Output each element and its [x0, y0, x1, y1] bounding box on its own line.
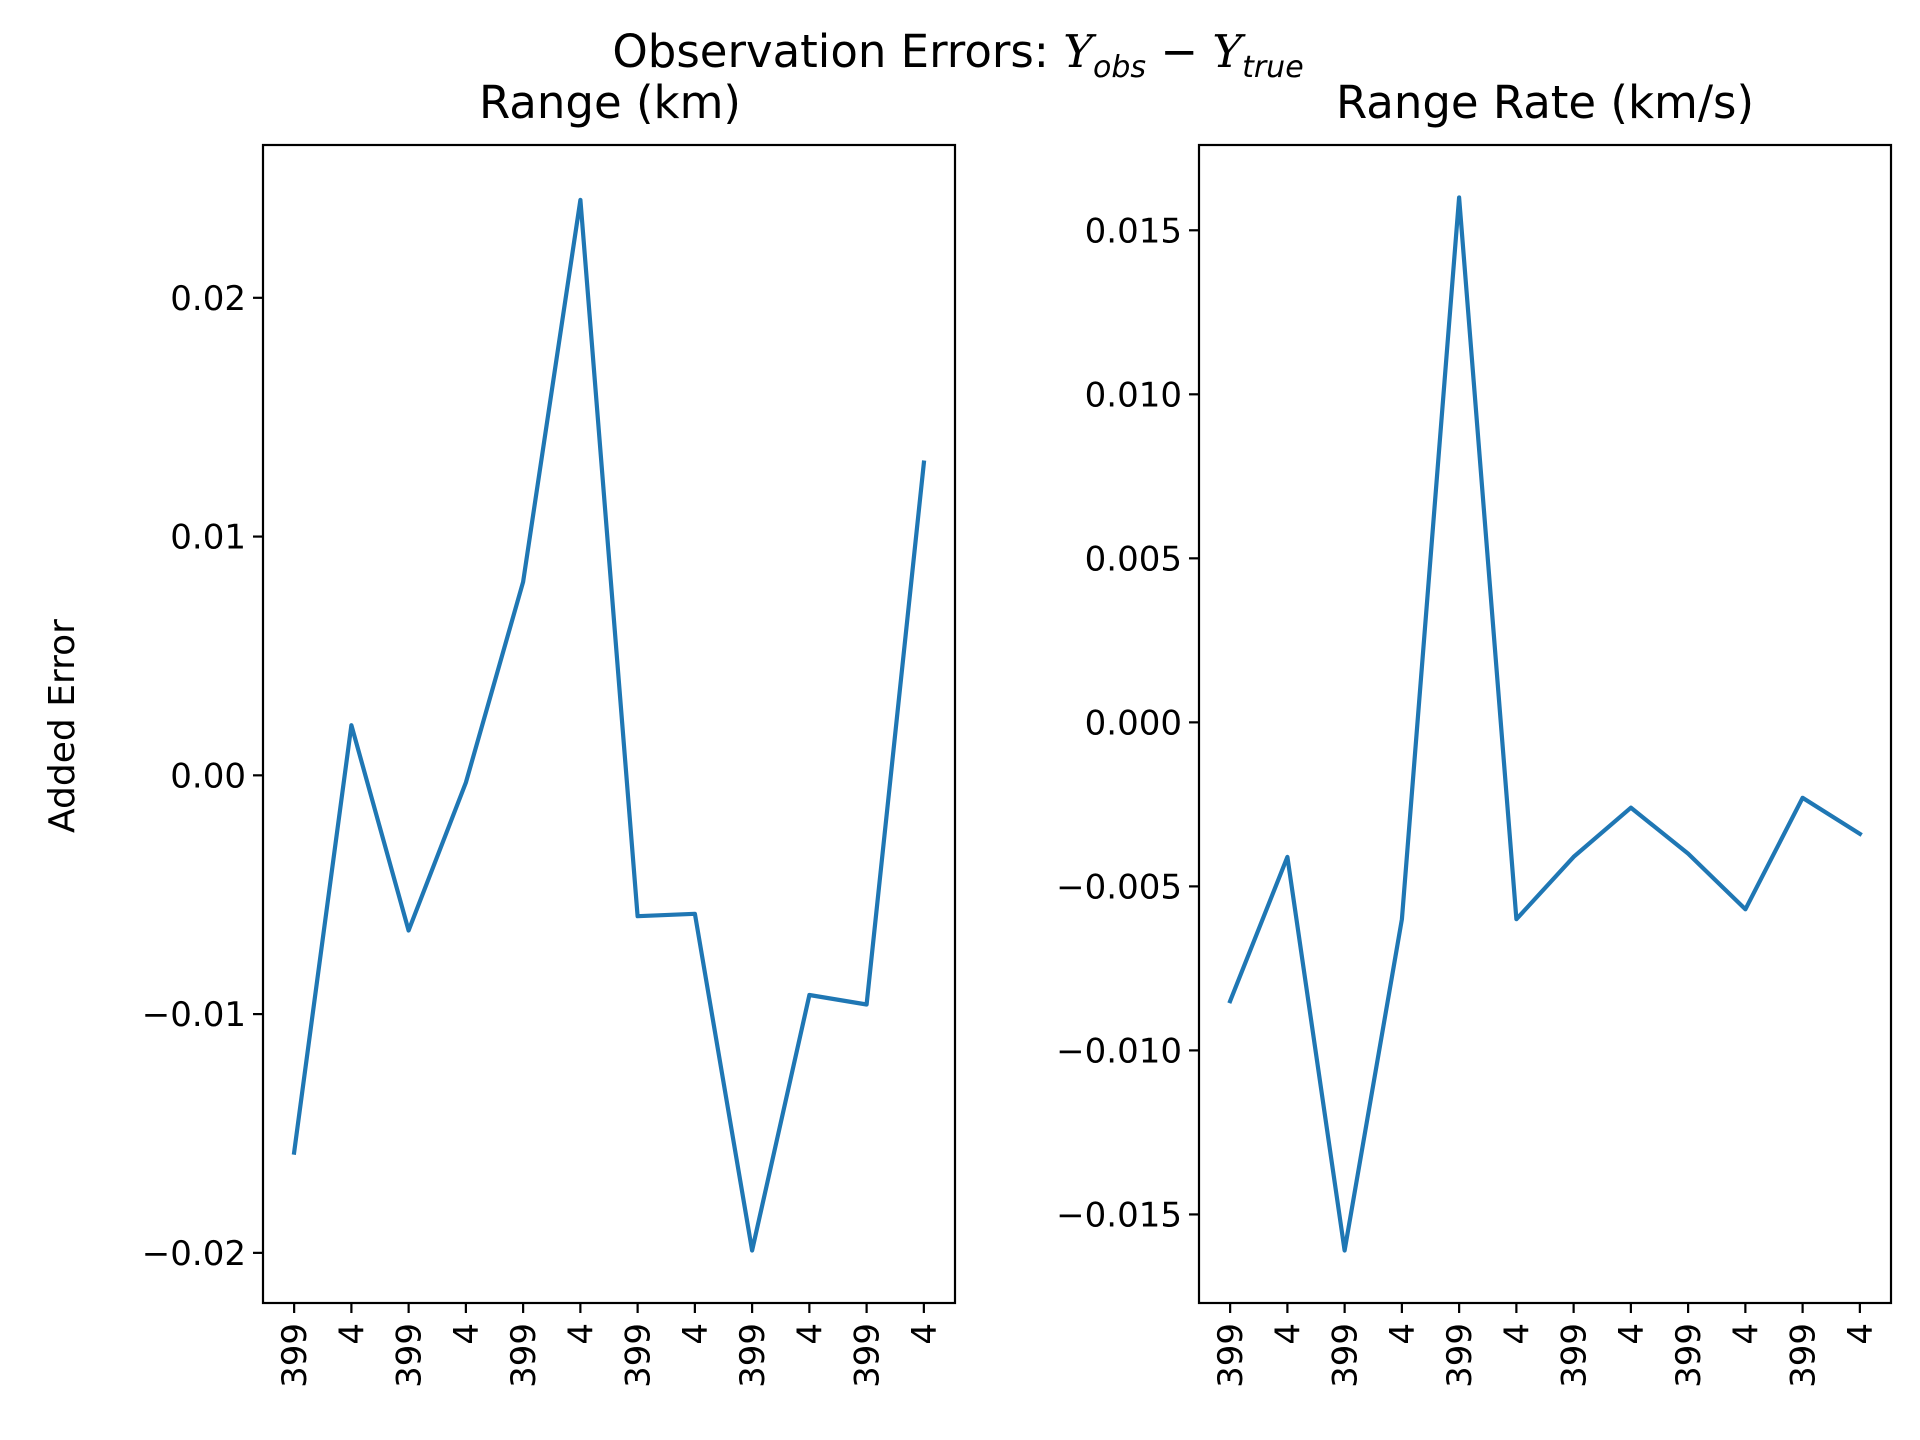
range-rate-xtick-label: 4: [1726, 1323, 1766, 1345]
range-xtick-label: 4: [676, 1323, 716, 1345]
range-xtick-label: 399: [275, 1323, 315, 1388]
figure-title-text: Observation Errors:: [612, 25, 1063, 78]
range-rate-xtick-label: 4: [1268, 1323, 1308, 1345]
range-rate-ytick-label: 0.015: [1085, 211, 1182, 251]
range-rate-xticks: 399 4 399 4 399 4 399 4 399 4 399 4: [1211, 1303, 1881, 1388]
range-xtick-label: 4: [790, 1323, 830, 1345]
range-rate-ytick-label: 0.000: [1085, 703, 1182, 743]
range-rate-xtick-label: 4: [1841, 1323, 1881, 1345]
range-ytick-label: 0.01: [170, 518, 246, 558]
figure-title-y-obs: Y: [1063, 25, 1097, 78]
range-rate-ytick-label: −0.010: [1056, 1031, 1182, 1071]
range-rate-xtick-label: 399: [1669, 1323, 1709, 1388]
range-xtick-label: 399: [733, 1323, 773, 1388]
range-rate-xtick-label: 399: [1784, 1323, 1824, 1388]
range-rate-xtick-label: 399: [1326, 1323, 1366, 1388]
range-ytick-label: 0.00: [170, 756, 246, 796]
range-series-line: [291, 197, 927, 1253]
range-ytick-label: −0.02: [142, 1234, 246, 1274]
range-yticks: −0.02 −0.01 0.00 0.01 0.02: [142, 279, 263, 1274]
range-rate-xtick-label: 399: [1211, 1323, 1251, 1388]
range-panel: Range (km) Added Error −0.02 −0.01 0.00 0.0…: [42, 76, 957, 1388]
range-rate-panel: Range Rate (km/s) −0.015 −0.010 −0.005 0.00…: [1056, 76, 1893, 1388]
range-subplot-title: Range (km): [479, 76, 741, 129]
range-rate-xtick-label: 4: [1612, 1323, 1652, 1345]
figure-title-y-true: Y: [1212, 25, 1246, 78]
figure-title-sub-true: true: [1242, 50, 1304, 85]
range-xtick-label: 399: [390, 1323, 430, 1388]
range-xtick-label: 4: [332, 1323, 372, 1345]
range-ytick-label: 0.02: [170, 279, 246, 319]
range-xtick-label: 399: [504, 1323, 544, 1388]
range-ytick-label: −0.01: [142, 995, 246, 1035]
range-rate-subplot-title: Range Rate (km/s): [1336, 76, 1754, 129]
figure-title: Observation Errors: Yobs − Ytrue: [612, 25, 1303, 85]
range-xtick-label: 4: [447, 1323, 487, 1345]
figure-title-minus: −: [1146, 25, 1212, 78]
range-xtick-label: 4: [905, 1323, 945, 1345]
range-plot-frame: [261, 143, 957, 1305]
range-rate-xtick-label: 399: [1555, 1323, 1595, 1388]
range-rate-xtick-label: 399: [1440, 1323, 1480, 1388]
range-rate-ytick-label: 0.010: [1085, 375, 1182, 415]
range-rate-xtick-label: 4: [1383, 1323, 1423, 1345]
range-xtick-label: 4: [561, 1323, 601, 1345]
range-rate-yticks: −0.015 −0.010 −0.005 0.000 0.005 0.010 0.015: [1056, 211, 1199, 1235]
range-rate-ytick-label: −0.015: [1056, 1195, 1182, 1235]
range-rate-plot-frame: [1197, 143, 1893, 1305]
range-ylabel: Added Error: [42, 619, 83, 833]
figure-title-sub-obs: obs: [1093, 50, 1146, 85]
range-rate-series-line: [1227, 195, 1863, 1253]
range-rate-ytick-label: 0.005: [1085, 539, 1182, 579]
range-xticks: 399 4 399 4 399 4 399 4 399 4 399 4: [275, 1303, 945, 1388]
range-rate-xtick-label: 4: [1497, 1323, 1537, 1345]
range-xtick-label: 399: [848, 1323, 888, 1388]
range-xtick-label: 399: [619, 1323, 659, 1388]
range-rate-ytick-label: −0.005: [1056, 867, 1182, 907]
